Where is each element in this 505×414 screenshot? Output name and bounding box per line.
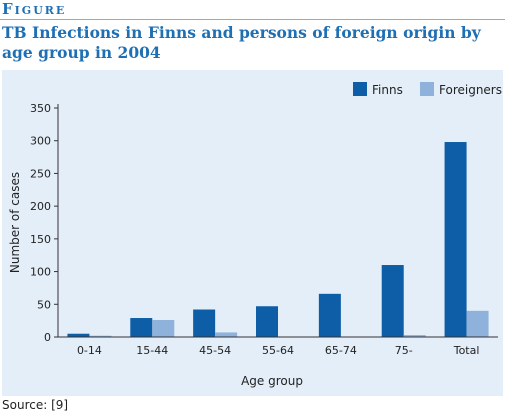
x-tick-label: 65-74 — [325, 344, 357, 357]
bar-finns-Total — [444, 142, 467, 337]
y-tick-label: 100 — [30, 266, 51, 279]
y-tick-label: 0 — [44, 331, 51, 344]
bar-finns-45-54 — [193, 309, 216, 337]
bar-finns-65-74 — [318, 293, 341, 337]
bar-foreigners-15-44 — [152, 319, 175, 337]
bar-finns-55-64 — [256, 306, 278, 337]
y-axis: 0 50 100 150 200 250 300 350 — [30, 102, 59, 344]
bar-finns-15-44 — [130, 318, 153, 337]
legend-label-finns: Finns — [372, 83, 403, 97]
y-tick-label: 300 — [30, 135, 51, 148]
legend-label-foreigners: Foreigners — [439, 83, 502, 97]
bar-foreigners-45-54 — [215, 332, 238, 337]
bar-chart: Finns Foreigners 0 50 100 150 200 250 300 350 0-… — [8, 82, 502, 388]
y-tick-label: 350 — [30, 102, 51, 115]
y-tick-label: 50 — [37, 298, 51, 311]
y-tick-label: 150 — [30, 233, 51, 246]
title-divider — [0, 19, 505, 20]
x-axis: 0-14 15-44 45-54 55-64 65-74 75- Total — [58, 336, 498, 357]
legend: Finns Foreigners — [353, 82, 502, 97]
x-tick-label: 55-64 — [262, 344, 294, 357]
x-tick-label: Total — [453, 344, 480, 357]
x-tick-label: 15-44 — [136, 344, 168, 357]
y-axis-label: Number of cases — [8, 172, 22, 273]
bar-finns-0-14 — [67, 333, 90, 337]
y-tick-label: 250 — [30, 167, 51, 180]
chart-title: TB Infections in Finns and persons of fo… — [2, 23, 481, 62]
figure-label: Figure — [2, 0, 67, 18]
x-tick-label: 0-14 — [77, 344, 102, 357]
bar-foreigners-Total — [466, 310, 489, 337]
bar-foreigners-0-14 — [89, 335, 112, 337]
bar-foreigners-75- — [403, 335, 426, 337]
bars — [67, 142, 489, 337]
bar-finns-75- — [381, 265, 404, 337]
chart-panel: Finns Foreigners 0 50 100 150 200 250 300 350 0-… — [2, 70, 503, 396]
x-axis-label: Age group — [241, 374, 303, 388]
legend-swatch-foreigners — [420, 82, 434, 96]
y-tick-label: 200 — [30, 200, 51, 213]
x-tick-label: 75- — [395, 344, 413, 357]
x-tick-label: 45-54 — [199, 344, 231, 357]
source-note: Source: [9] — [2, 398, 69, 412]
legend-swatch-finns — [353, 82, 367, 96]
